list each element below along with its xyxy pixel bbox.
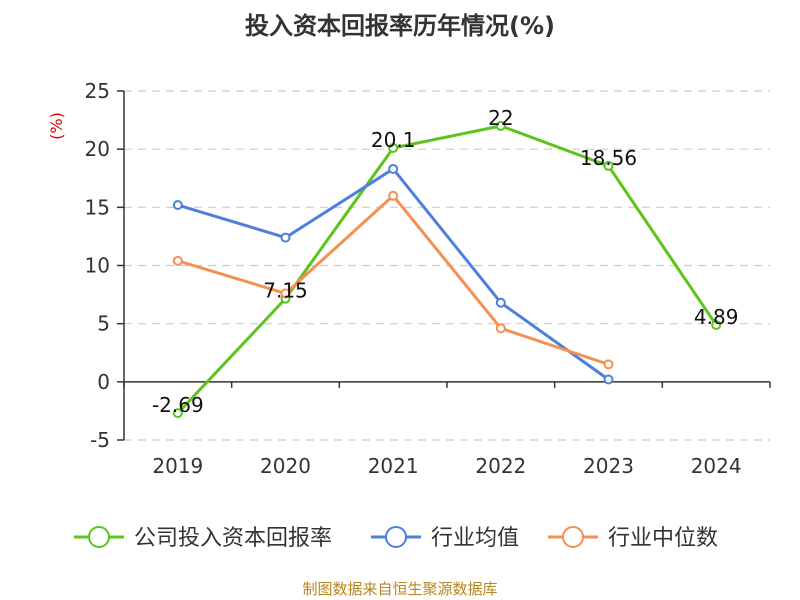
data-point: [495, 323, 506, 334]
data-labels: -2.69 7.15 20.1 22 18.56 4.89: [152, 106, 738, 417]
y-axis-unit-label: (%): [47, 112, 66, 140]
data-point: [172, 408, 183, 419]
source-note: 制图数据来自恒生聚源数据库: [302, 580, 497, 598]
data-point: [388, 143, 399, 154]
legend-label: 行业均值: [431, 526, 519, 551]
data-point: [711, 319, 722, 330]
x-tick-label: 2019: [152, 454, 203, 478]
data-point: [603, 374, 614, 385]
data-point: [495, 120, 506, 131]
x-tick-label: 2022: [475, 454, 526, 478]
series-layer: [172, 120, 722, 419]
y-tick-label: 10: [85, 254, 110, 278]
legend-swatch-marker: [562, 526, 584, 548]
legend-swatch-marker: [88, 526, 110, 548]
data-point: [495, 297, 506, 308]
data-point: [172, 200, 183, 211]
gridlines: [124, 90, 770, 441]
data-point: [280, 288, 291, 299]
data-point: [388, 190, 399, 201]
series-line-2: [177, 194, 609, 366]
data-label: -2.69: [152, 393, 204, 417]
y-tick-label: 20: [85, 137, 110, 161]
legend: 公司投入资本回报率 行业均值 行业中位数: [74, 526, 718, 551]
data-label: 18.56: [580, 146, 637, 170]
x-tick-label: 2020: [260, 454, 311, 478]
data-point: [172, 255, 183, 266]
legend-swatch-marker: [385, 526, 407, 548]
legend-label: 公司投入资本回报率: [134, 526, 332, 551]
data-point: [388, 163, 399, 174]
data-label: 20.1: [371, 128, 416, 152]
y-tick-label: 0: [97, 370, 110, 394]
data-point: [603, 359, 614, 370]
y-tick-label: -5: [90, 428, 110, 452]
y-tick-label: 25: [85, 79, 110, 103]
data-label: 4.89: [694, 305, 739, 329]
data-point: [280, 232, 291, 243]
x-tick-label: 2021: [368, 454, 419, 478]
chart-title: 投入资本回报率历年情况(%): [245, 12, 555, 40]
axes: -5 0 5 10 15 20 25 2019 2020 2021 2022 2023 2024: [85, 79, 771, 478]
data-label: 7.15: [263, 279, 308, 303]
y-tick-label: 15: [85, 195, 110, 219]
legend-label: 行业中位数: [608, 526, 718, 551]
data-label: 22: [488, 106, 513, 130]
series-line-0: [176, 124, 718, 415]
y-tick-label: 5: [97, 312, 110, 336]
x-tick-label: 2024: [691, 454, 742, 478]
data-point: [603, 160, 614, 171]
x-tick-label: 2023: [583, 454, 634, 478]
